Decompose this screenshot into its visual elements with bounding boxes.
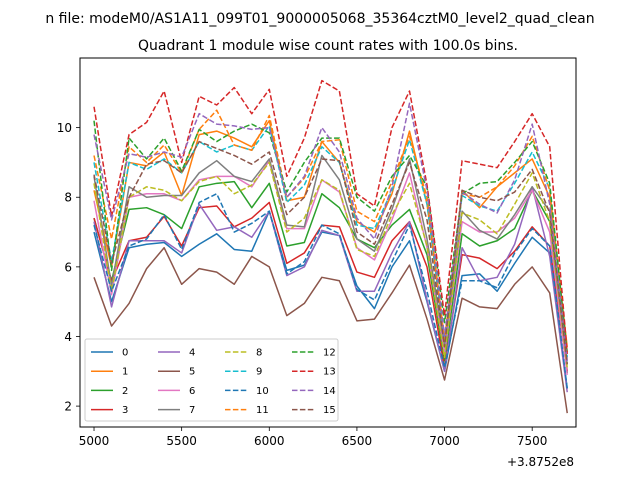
legend-label-8: 8 [256,348,262,359]
y-tick-label: 2 [64,400,72,414]
series-line-11 [93,109,568,353]
series-line-15 [93,140,568,365]
legend-label-2: 2 [122,386,128,397]
figure-suptitle: n file: modeM0/AS1A11_099T01_9000005068_… [45,11,594,27]
legend-label-7: 7 [189,405,195,416]
x-tick-label: 5000 [79,434,110,448]
y-tick-label: 10 [57,121,72,135]
x-tick-label: 7500 [517,434,548,448]
legend-label-13: 13 [323,367,336,378]
y-tick-label: 4 [64,330,72,344]
legend-box [84,338,339,422]
y-tick-label: 8 [64,191,72,205]
series-line-8 [93,161,568,368]
chart-title: Quadrant 1 module wise count rates with … [138,38,518,54]
legend-label-5: 5 [189,367,195,378]
x-tick-label: 7000 [429,434,460,448]
x-tick-label: 5500 [166,434,197,448]
series-line-1 [93,119,568,348]
y-tick-label: 6 [64,260,72,274]
series-line-6 [93,159,568,375]
series-line-14 [93,102,568,361]
x-tick-label: 6000 [254,434,285,448]
legend-label-14: 14 [323,386,336,397]
series-layer [93,79,568,414]
x-offset-label: +3.8752e8 [507,455,574,469]
legend-label-1: 1 [122,367,128,378]
series-line-13 [93,79,568,354]
legend-label-9: 9 [256,367,262,378]
legend-label-11: 11 [256,405,269,416]
legend-label-3: 3 [122,405,128,416]
legend-label-12: 12 [323,348,336,359]
series-line-5 [93,246,568,414]
series-line-2 [93,180,568,374]
legend-label-6: 6 [189,386,195,397]
series-line-10 [93,193,568,389]
axes-frame [79,57,577,428]
series-line-0 [93,210,568,389]
legend-label-15: 15 [323,405,336,416]
legend-label-4: 4 [189,348,195,359]
series-line-4 [93,186,568,393]
legend-label-0: 0 [122,348,128,359]
x-tick-label: 6500 [342,434,373,448]
legend-label-10: 10 [256,386,269,397]
